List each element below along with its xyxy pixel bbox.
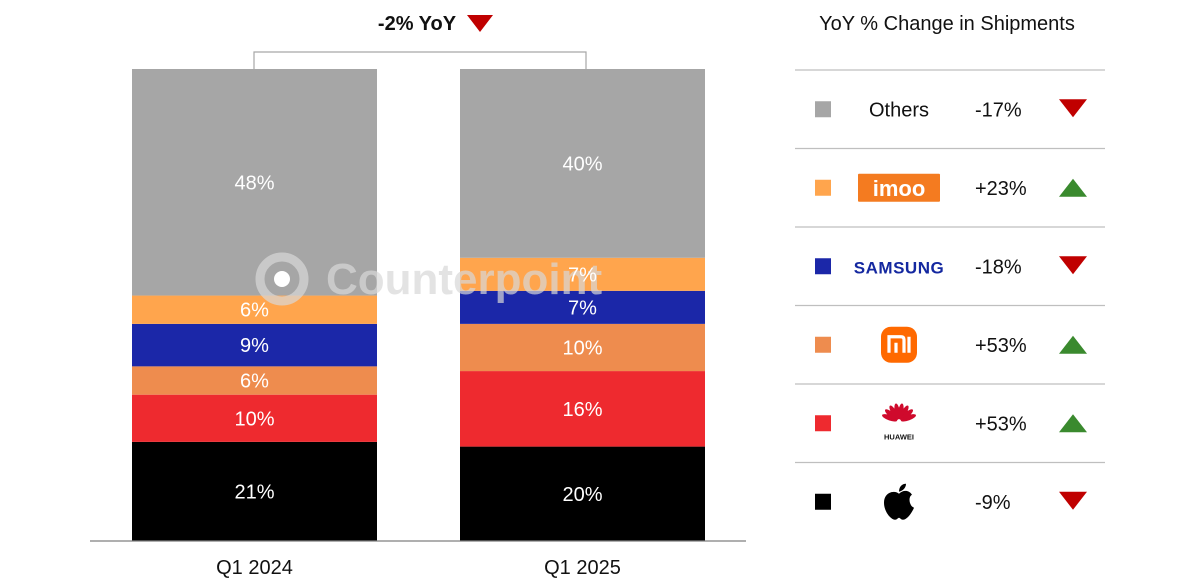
- value-label-apple-1: 21%: [234, 481, 274, 503]
- bar-segment-others-1: [132, 69, 377, 296]
- up-arrow-icon: [1059, 335, 1087, 354]
- legend-brand-name: HUAWEI: [884, 432, 914, 441]
- yoy-down-arrow-icon: [467, 15, 493, 32]
- bar-segment-xiaomi-2: [460, 323, 705, 372]
- legend-brand-name: Others: [869, 99, 929, 121]
- legend-brand-name: imoo: [873, 176, 926, 201]
- legend-row-others: Others -17%: [815, 99, 1087, 121]
- watermark: Counterpoint: [255, 252, 603, 306]
- legend-swatch: [815, 258, 831, 275]
- watermark-text: Counterpoint: [326, 255, 603, 304]
- legend-yoy-change: +23%: [975, 178, 1027, 200]
- value-label-imoo-1: 6%: [240, 300, 269, 322]
- legend-swatch: [815, 101, 831, 118]
- watermark-logo-icon: [255, 252, 309, 306]
- value-label-xiaomi-2: 10%: [562, 337, 602, 359]
- up-arrow-icon: [1059, 414, 1087, 433]
- down-arrow-icon: [1059, 491, 1087, 510]
- legend-yoy-change: -17%: [975, 99, 1022, 121]
- legend-row-imoo: imoo +23%: [815, 173, 1087, 202]
- bar-segment-others-2: [460, 69, 705, 258]
- x-tick-label-1: Q1 2024: [216, 557, 293, 579]
- yoy-label: -2% YoY: [378, 13, 457, 35]
- x-tick-label-2: Q1 2025: [544, 557, 621, 579]
- legend-swatch: [815, 493, 831, 510]
- yoy-annotation: -2% YoY: [253, 6, 587, 69]
- bar-segment-huawei-2: [460, 371, 705, 447]
- value-label-samsung-1: 9%: [240, 335, 269, 357]
- value-label-huawei-2: 16%: [562, 399, 602, 421]
- value-label-imoo-2: 7%: [568, 264, 597, 286]
- down-arrow-icon: [1059, 99, 1087, 118]
- legend-swatch: [815, 336, 831, 353]
- bar-segment-apple-2: [460, 446, 705, 541]
- legend-swatch: [815, 415, 831, 432]
- legend-yoy-change: +53%: [975, 413, 1027, 435]
- bar-segment-samsung-2: [460, 290, 705, 324]
- samsung-logo-icon: SAMSUNG: [854, 258, 944, 277]
- down-arrow-icon: [1059, 256, 1087, 275]
- legend-row-apple: -9%: [815, 483, 1087, 520]
- bar-segment-huawei-1: [132, 394, 377, 442]
- bar-segment-apple-1: [132, 441, 377, 541]
- legend-row-samsung: SAMSUNG -18%: [815, 256, 1087, 278]
- value-label-huawei-1: 10%: [234, 408, 274, 430]
- yoy-bracket: [253, 51, 587, 69]
- legend: Others -17% imoo +23% SAMSUNG -18% +53% HUAWEI +…: [795, 69, 1105, 520]
- watermark-logo-hole: [274, 271, 290, 287]
- bar-segment-xiaomi-1: [132, 366, 377, 395]
- apple-logo-icon: [884, 483, 914, 520]
- imoo-logo-icon: imoo: [858, 173, 940, 202]
- x-tick-labels: Q1 2024 Q1 2025: [216, 557, 621, 579]
- legend-title: YoY % Change in Shipments: [819, 13, 1075, 35]
- value-label-others-1: 48%: [234, 172, 274, 194]
- value-label-others-2: 40%: [562, 153, 602, 175]
- bar-segment-imoo-2: [460, 257, 705, 291]
- up-arrow-icon: [1059, 178, 1087, 197]
- legend-yoy-change: -18%: [975, 256, 1022, 278]
- legend-row-huawei: HUAWEI +53%: [815, 403, 1087, 441]
- huawei-logo-icon: HUAWEI: [882, 403, 916, 441]
- legend-row-xiaomi: +53%: [815, 326, 1087, 363]
- legend-yoy-change: -9%: [975, 492, 1011, 514]
- value-label-apple-2: 20%: [562, 484, 602, 506]
- bar-segment-imoo-1: [132, 295, 377, 324]
- bars-layer: [132, 69, 705, 541]
- xiaomi-logo-icon: [881, 326, 917, 363]
- legend-swatch: [815, 179, 831, 196]
- value-labels: 21% 10% 6% 9% 6% 48% 20% 16% 10% 7% 7% 40%: [234, 153, 602, 505]
- yoy-label-bg: [356, 6, 496, 42]
- value-label-samsung-2: 7%: [568, 297, 597, 319]
- value-label-xiaomi-1: 6%: [240, 371, 269, 393]
- legend-yoy-change: +53%: [975, 335, 1027, 357]
- bar-segment-samsung-1: [132, 323, 377, 367]
